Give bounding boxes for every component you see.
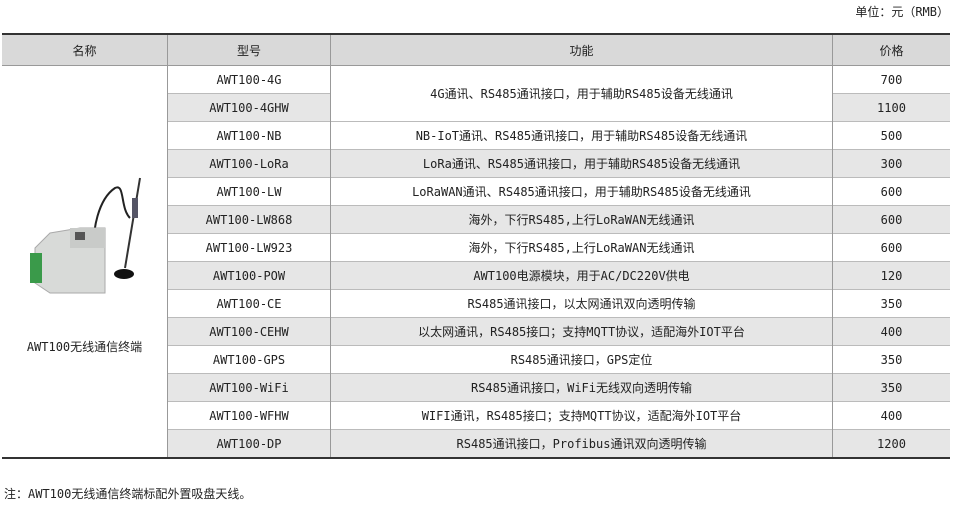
model-cell: AWT100-4G bbox=[167, 65, 331, 94]
product-name: AWT100无线通信终端 bbox=[26, 340, 143, 354]
model-cell: AWT100-DP bbox=[167, 429, 331, 459]
function-cell: 海外，下行RS485,上行LoRaWAN无线通讯 bbox=[330, 205, 833, 234]
product-image-icon bbox=[29, 177, 141, 294]
header-function: 功能 bbox=[330, 33, 833, 66]
price-cell: 350 bbox=[832, 373, 950, 402]
model-cell: AWT100-LW923 bbox=[167, 233, 331, 262]
header-model: 型号 bbox=[167, 33, 331, 66]
table-row: AWT100-LW LoRaWAN通讯、RS485通讯接口，用于辅助RS485设备… bbox=[2, 177, 950, 206]
model-cell: AWT100-CEHW bbox=[167, 317, 331, 346]
table-row: AWT100-NB NB-IoT通讯、RS485通讯接口，用于辅助RS485设备无… bbox=[2, 121, 950, 150]
model-cell: AWT100-LW868 bbox=[167, 205, 331, 234]
model-cell: AWT100-WiFi bbox=[167, 373, 331, 402]
price-cell: 600 bbox=[832, 233, 950, 262]
table-row: AWT100-CEHW 以太网通讯，RS485接口；支持MQTT协议，适配海外IO… bbox=[2, 317, 950, 346]
table-row: AWT100-LW923 海外，下行RS485,上行LoRaWAN无线通讯 600 bbox=[2, 233, 950, 262]
function-cell: LoRa通讯、RS485通讯接口，用于辅助RS485设备无线通讯 bbox=[330, 149, 833, 178]
model-cell: AWT100-NB bbox=[167, 121, 331, 150]
model-cell: AWT100-4GHW bbox=[167, 93, 331, 122]
model-cell: AWT100-LoRa bbox=[167, 149, 331, 178]
price-cell: 400 bbox=[832, 401, 950, 430]
price-cell: 600 bbox=[832, 177, 950, 206]
table-row: AWT100-WiFi RS485通讯接口，WiFi无线双向透明传输 350 bbox=[2, 373, 950, 402]
model-cell: AWT100-GPS bbox=[167, 345, 331, 374]
price-cell: 400 bbox=[832, 317, 950, 346]
function-cell: 海外，下行RS485,上行LoRaWAN无线通讯 bbox=[330, 233, 833, 262]
function-cell: RS485通讯接口，Profibus通讯双向透明传输 bbox=[330, 429, 833, 459]
table-header: 名称 型号 功能 价格 bbox=[2, 33, 950, 66]
price-cell: 600 bbox=[832, 205, 950, 234]
function-cell: 以太网通讯，RS485接口；支持MQTT协议，适配海外IOT平台 bbox=[330, 317, 833, 346]
table-row: AWT100-WFHW WIFI通讯，RS485接口；支持MQTT协议，适配海外I… bbox=[2, 401, 950, 430]
unit-label: 单位：元（RMB） bbox=[855, 5, 949, 19]
table-row: AWT100-DP RS485通讯接口，Profibus通讯双向透明传输 1200 bbox=[2, 429, 950, 459]
function-cell: 4G通讯、RS485通讯接口，用于辅助RS485设备无线通讯 bbox=[330, 65, 833, 122]
price-cell: 700 bbox=[832, 65, 950, 94]
table-row: AWT100无线通信终端 AWT100-4G 4G通讯、RS485通讯接口，用于辅助… bbox=[2, 65, 950, 459]
model-cell: AWT100-WFHW bbox=[167, 401, 331, 430]
table-row: AWT100-LW868 海外，下行RS485,上行LoRaWAN无线通讯 600 bbox=[2, 205, 950, 234]
model-cell: AWT100-CE bbox=[167, 289, 331, 318]
table-row: AWT100-GPS RS485通讯接口，GPS定位 350 bbox=[2, 345, 950, 374]
function-cell: LoRaWAN通讯、RS485通讯接口，用于辅助RS485设备无线通讯 bbox=[330, 177, 833, 206]
function-cell: RS485通讯接口，WiFi无线双向透明传输 bbox=[330, 373, 833, 402]
function-cell: RS485通讯接口，以太网通讯双向透明传输 bbox=[330, 289, 833, 318]
table-row: AWT100-CE RS485通讯接口，以太网通讯双向透明传输 350 bbox=[2, 289, 950, 318]
function-cell: RS485通讯接口，GPS定位 bbox=[330, 345, 833, 374]
table-row: AWT100-4GHW 1100 bbox=[2, 93, 950, 122]
price-cell: 300 bbox=[832, 149, 950, 178]
model-cell: AWT100-POW bbox=[167, 261, 331, 290]
function-cell: WIFI通讯，RS485接口；支持MQTT协议，适配海外IOT平台 bbox=[330, 401, 833, 430]
price-cell: 350 bbox=[832, 289, 950, 318]
function-cell: NB-IoT通讯、RS485通讯接口，用于辅助RS485设备无线通讯 bbox=[330, 121, 833, 150]
price-cell: 1100 bbox=[832, 93, 950, 122]
price-cell: 120 bbox=[832, 261, 950, 290]
product-name-cell: AWT100无线通信终端 bbox=[2, 65, 168, 459]
header-name: 名称 bbox=[2, 33, 168, 66]
price-cell: 1200 bbox=[832, 429, 950, 459]
price-table: 名称 型号 功能 价格 AWT100无线通信终端 AWT100-4G 4G通讯、RS… bbox=[2, 33, 950, 459]
table-row: AWT100-POW AWT100电源模块，用于AC/DC220V供电 120 bbox=[2, 261, 950, 290]
function-cell: AWT100电源模块，用于AC/DC220V供电 bbox=[330, 261, 833, 290]
footnote: 注：AWT100无线通信终端标配外置吸盘天线。 bbox=[4, 487, 252, 501]
price-cell: 500 bbox=[832, 121, 950, 150]
header-price: 价格 bbox=[832, 33, 950, 66]
model-cell: AWT100-LW bbox=[167, 177, 331, 206]
table-row: AWT100-LoRa LoRa通讯、RS485通讯接口，用于辅助RS485设备无… bbox=[2, 149, 950, 178]
price-cell: 350 bbox=[832, 345, 950, 374]
